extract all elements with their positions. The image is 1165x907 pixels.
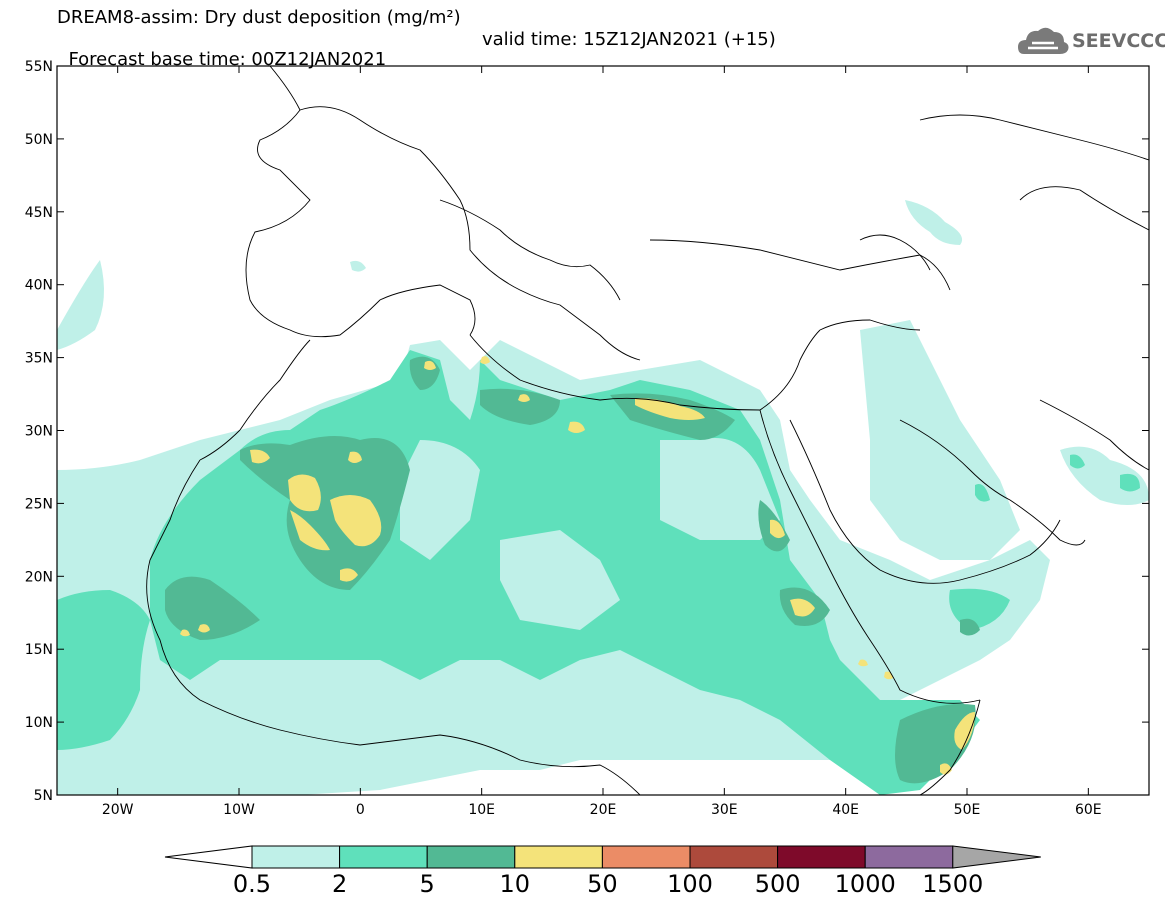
colorbar <box>164 845 1041 869</box>
lon-label: 0 <box>356 802 365 818</box>
latitude-labels: 5N 10N 15N 20N 25N 30N 35N 40N 45N 50N 55N <box>25 59 53 804</box>
colorbar-level-label: 1500 <box>922 870 983 898</box>
dust-contours <box>57 200 1149 795</box>
valid-time: valid time: 15Z12JAN2021 (+15) <box>482 29 776 50</box>
colorbar-swatch <box>251 845 341 869</box>
colorbar-level-label: 10 <box>500 870 531 898</box>
lon-label: 30E <box>711 802 738 818</box>
colorbar-high-arrow <box>952 845 1041 869</box>
colorbar-swatch <box>339 845 428 869</box>
lon-label: 10W <box>223 802 255 818</box>
longitude-labels: 20W 10W 0 10E 20E 30E 40E 50E 60E <box>102 802 1102 818</box>
colorbar-level-label: 100 <box>667 870 713 898</box>
seevccc-logo: SEEVCCC <box>1016 20 1165 64</box>
colorbar-level-label: 2 <box>332 870 347 898</box>
colorbar-low-arrow <box>164 845 253 869</box>
lon-label: 50E <box>954 802 981 818</box>
lon-label: 60E <box>1075 802 1102 818</box>
axis-ticks <box>57 65 1149 796</box>
lat-label: 50N <box>25 132 53 148</box>
lat-label: 45N <box>25 205 53 221</box>
forecast-times: Forecast base time: 00Z12JAN2021 valid t… <box>57 30 775 90</box>
lon-label: 10E <box>468 802 495 818</box>
lat-label: 35N <box>25 351 53 367</box>
colorbar-level-label: 50 <box>587 870 618 898</box>
lat-label: 5N <box>34 788 53 804</box>
lat-label: 10N <box>25 715 53 731</box>
contour-band-5-10 <box>165 356 980 784</box>
lon-label: 20W <box>102 802 134 818</box>
base-time: Forecast base time: 00Z12JAN2021 <box>68 49 387 70</box>
map-title: DREAM8-assim: Dry dust deposition (mg/m²… <box>57 7 461 28</box>
contour-band-10-50 <box>180 356 975 775</box>
colorbar-swatch <box>426 845 516 869</box>
colorbar-level-label: 1000 <box>835 870 896 898</box>
colorbar-labels: 0.5 2 5 10 50 100 500 1000 1500 <box>233 870 983 898</box>
lon-label: 20E <box>590 802 617 818</box>
lat-label: 20N <box>25 569 53 585</box>
lat-label: 25N <box>25 496 53 512</box>
colorbar-level-label: 5 <box>420 870 435 898</box>
colorbar-level-label: 500 <box>755 870 801 898</box>
lat-label: 15N <box>25 642 53 658</box>
colorbar-swatch <box>777 845 866 869</box>
coastlines <box>146 66 1149 795</box>
colorbar-swatch <box>864 845 954 869</box>
colorbar-swatch <box>601 845 691 869</box>
colorbar-swatch <box>514 845 603 869</box>
lat-label: 30N <box>25 424 53 440</box>
colorbar-swatch <box>689 845 779 869</box>
cloud-icon <box>1018 27 1069 54</box>
lat-label: 55N <box>25 59 53 75</box>
logo-text: SEEVCCC <box>1072 30 1165 52</box>
lon-label: 40E <box>832 802 859 818</box>
colorbar-level-label: 0.5 <box>233 870 271 898</box>
lat-label: 40N <box>25 278 53 294</box>
